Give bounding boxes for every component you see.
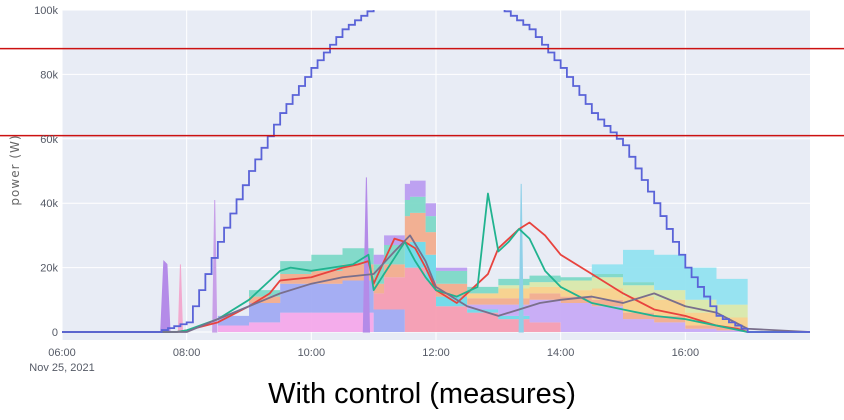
stacked-area-1 xyxy=(62,280,753,332)
x-tick-label-2: 10:00 xyxy=(298,347,326,359)
y-tick-label-0: 0 xyxy=(52,327,58,339)
x-axis-ticks: 06:00 08:00 10:00 12:00 14:00 16:00 Nov 25, 20… xyxy=(29,347,699,374)
y-tick-label-4: 80k xyxy=(40,69,58,81)
x-tick-label-1: 08:00 xyxy=(173,347,201,359)
stacked-area-2 xyxy=(62,267,753,332)
stacked-area-4 xyxy=(62,241,753,332)
chart-caption: With control (measures) xyxy=(268,378,576,410)
stacked-area-5 xyxy=(62,212,753,332)
power-chart: 0 20k 40k 60k 80k 100k 06:00 08:00 10:00 12:00 14… xyxy=(0,5,844,374)
stacked-area-series xyxy=(62,177,753,333)
stacked-area-3 xyxy=(62,241,753,332)
y-tick-label-5: 100k xyxy=(34,5,58,17)
spike-area-1 xyxy=(212,199,218,333)
reference-lines xyxy=(0,47,844,137)
step-line-3 xyxy=(62,10,810,333)
line-series-1 xyxy=(62,192,810,333)
x-tick-label-0: 06:00 xyxy=(48,347,76,359)
y-axis-label: power (W) xyxy=(8,134,22,205)
x-tick-label-5: 16:00 xyxy=(672,347,700,359)
stacked-area-0 xyxy=(62,312,753,332)
line-series-0 xyxy=(62,221,748,333)
x-tick-label-3: 12:00 xyxy=(422,347,450,359)
y-tick-label-1: 20k xyxy=(40,263,58,275)
x-tick-date-label: Nov 25, 2021 xyxy=(29,362,94,374)
y-tick-label-3: 60k xyxy=(40,134,58,146)
line-series xyxy=(62,10,810,333)
y-axis-ticks: 0 20k 40k 60k 80k 100k xyxy=(34,5,58,339)
line-series-2 xyxy=(62,234,810,333)
x-tick-label-4: 14:00 xyxy=(547,347,575,359)
stacked-area-9 xyxy=(62,196,753,332)
y-tick-label-2: 40k xyxy=(40,198,58,210)
spike-area-4 xyxy=(518,183,524,333)
